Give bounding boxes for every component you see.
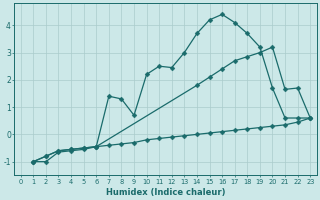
X-axis label: Humidex (Indice chaleur): Humidex (Indice chaleur) [106, 188, 225, 197]
